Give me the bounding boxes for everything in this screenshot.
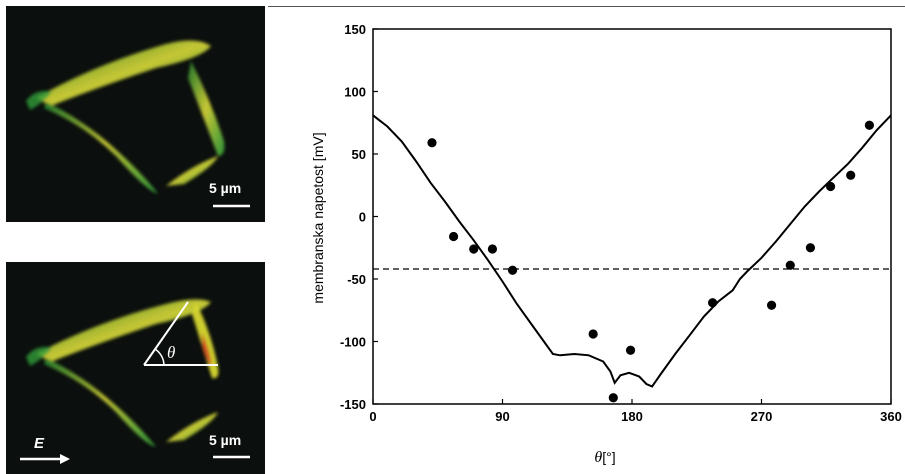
data-point [846, 170, 856, 180]
micrograph-bottom: θ E 5 µm [6, 262, 265, 474]
data-point [608, 393, 618, 403]
scale-bar-label: 5 µm [209, 180, 241, 196]
cell-outline-bottom [26, 299, 219, 447]
x-tick-label: 360 [880, 409, 902, 424]
y-tick-label: 50 [352, 147, 366, 162]
membrane-voltage-chart: 150 100 50 0 -50 -100 -150 0 90 180 270 360 membra… [310, 22, 902, 466]
scale-bar-top: 5 µm [209, 180, 250, 208]
data-point [625, 345, 636, 355]
data-point [707, 298, 718, 308]
angle-indicator: θ [143, 301, 218, 366]
scale-bar-bottom: 5 µm [209, 432, 250, 459]
x-axis-unit: [°] [602, 449, 615, 465]
cell-outline-top [26, 40, 225, 194]
x-tick-label: 180 [621, 409, 643, 424]
data-point [588, 329, 598, 339]
field-direction: E [20, 435, 70, 464]
x-axis-label: θ[°] [594, 449, 615, 466]
y-tick-label: 100 [344, 85, 366, 100]
top-divider [268, 6, 905, 7]
data-points [427, 120, 875, 403]
x-tick-label: 0 [369, 409, 376, 424]
micrograph-top: 5 µm [6, 6, 265, 222]
x-tick-label: 270 [751, 409, 773, 424]
data-point [825, 181, 836, 192]
scale-bar-label: 5 µm [209, 432, 241, 448]
angle-label: θ [167, 343, 175, 362]
y-tick-label: -100 [340, 335, 366, 350]
data-point [507, 265, 518, 275]
data-point [805, 243, 816, 253]
x-axis-symbol: θ [594, 449, 602, 466]
field-label: E [34, 435, 45, 452]
data-point [785, 260, 795, 270]
data-point [448, 231, 459, 242]
data-point [864, 120, 875, 130]
data-point [427, 138, 437, 148]
data-point [487, 244, 498, 254]
y-tick-label: -150 [340, 397, 366, 412]
y-axis-ticks: 150 100 50 0 -50 -100 -150 [340, 22, 378, 412]
data-point [766, 300, 777, 310]
x-axis-ticks: 0 90 180 270 360 [369, 399, 902, 424]
model-curve-line [372, 114, 892, 388]
y-tick-label: 0 [359, 210, 366, 225]
y-tick-label: 150 [344, 22, 366, 37]
arrow-right-icon [60, 454, 70, 464]
data-point [469, 244, 479, 254]
y-tick-label: -50 [347, 272, 366, 287]
model-curve [372, 114, 892, 388]
x-tick-label: 90 [495, 409, 509, 424]
y-axis-label: membranska napetost [mV] [310, 132, 326, 303]
